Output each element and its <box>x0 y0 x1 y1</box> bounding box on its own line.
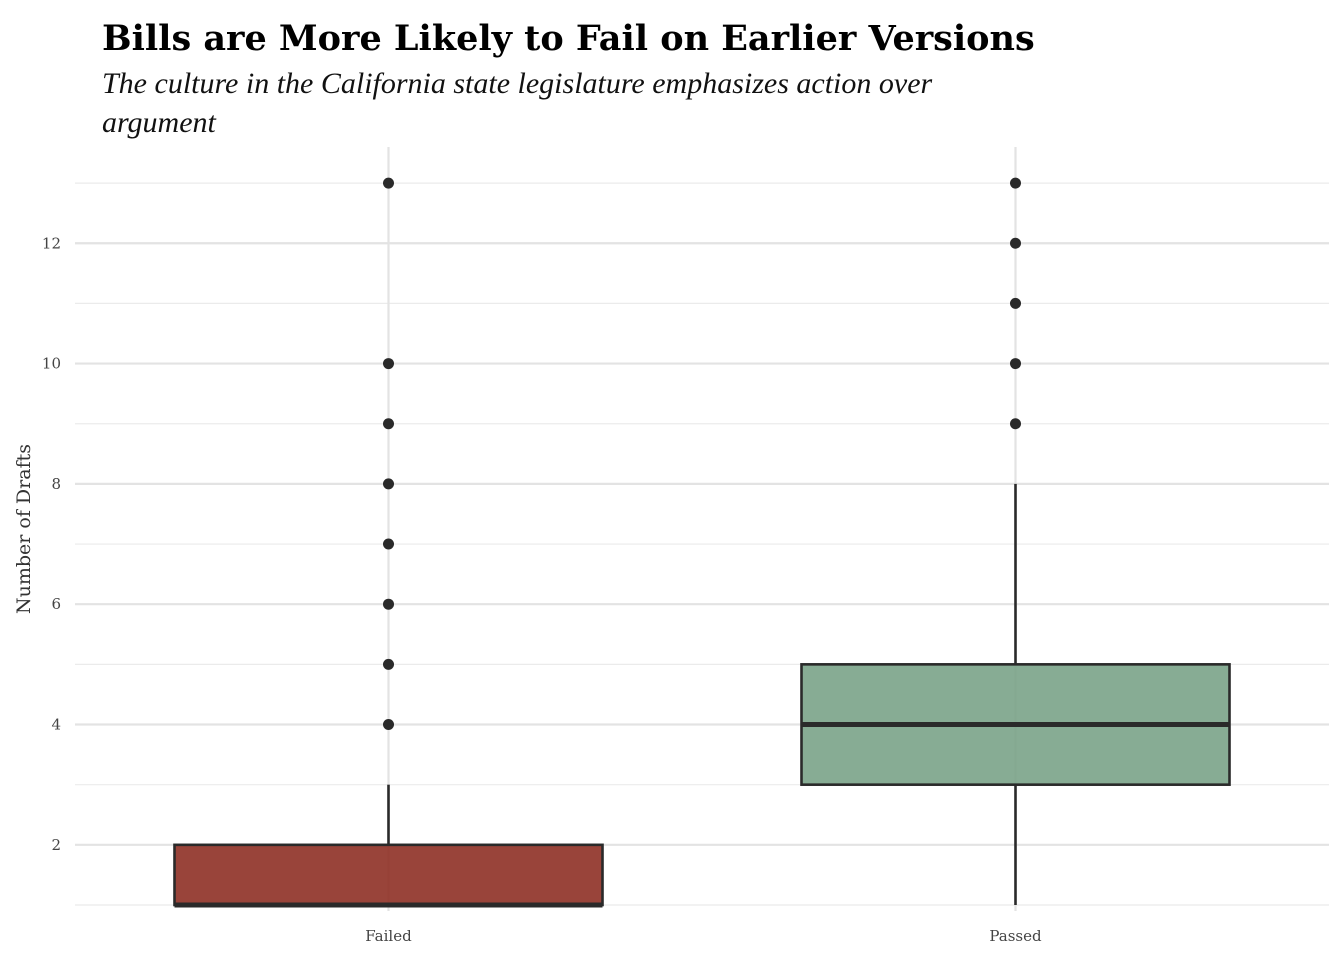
outlier-point <box>383 418 394 430</box>
outlier-point <box>1010 237 1021 249</box>
outlier-point <box>383 538 394 550</box>
axis-ticks: 2 4 6 8 10 12 Failed Passed <box>42 234 1042 945</box>
outlier-point <box>383 478 394 490</box>
outlier-point <box>383 358 394 370</box>
y-tick-label: 12 <box>42 234 61 252</box>
box-iqr <box>173 843 604 907</box>
x-tick-label: Failed <box>365 927 412 945</box>
outlier-point <box>383 177 394 189</box>
grid-lines <box>75 147 1329 911</box>
outlier-point <box>1010 177 1021 189</box>
y-axis-title: Number of Drafts <box>13 444 35 614</box>
box-passed <box>800 177 1231 905</box>
chart-title: Bills are More Likely to Fail on Earlier… <box>102 18 1035 59</box>
outlier-point <box>1010 418 1021 430</box>
y-tick-label: 10 <box>42 355 61 373</box>
y-tick-label: 4 <box>51 716 61 734</box>
outlier-point <box>1010 297 1021 309</box>
y-tick-label: 8 <box>51 475 61 493</box>
outlier-point <box>1010 358 1021 370</box>
y-tick-label: 6 <box>51 595 61 613</box>
y-tick-label: 2 <box>51 836 61 854</box>
box-plots <box>173 177 1231 908</box>
x-tick-label: Passed <box>989 927 1042 945</box>
outlier-point <box>383 719 394 731</box>
chart-subtitle: The culture in the California state legi… <box>102 67 933 139</box>
outlier-point <box>383 598 394 610</box>
outlier-point <box>383 658 394 670</box>
box-failed <box>173 177 604 908</box>
